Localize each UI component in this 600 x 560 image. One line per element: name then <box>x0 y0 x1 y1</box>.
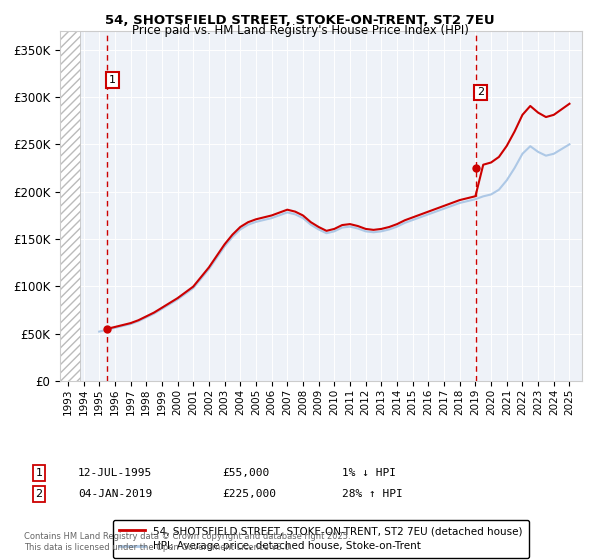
Text: Contains HM Land Registry data © Crown copyright and database right 2025.
This d: Contains HM Land Registry data © Crown c… <box>24 532 350 552</box>
Text: Price paid vs. HM Land Registry's House Price Index (HPI): Price paid vs. HM Land Registry's House … <box>131 24 469 37</box>
Bar <box>60 31 80 381</box>
Text: 04-JAN-2019: 04-JAN-2019 <box>78 489 152 499</box>
Text: £225,000: £225,000 <box>222 489 276 499</box>
Text: 12-JUL-1995: 12-JUL-1995 <box>78 468 152 478</box>
Text: 2: 2 <box>477 87 484 97</box>
Text: 28% ↑ HPI: 28% ↑ HPI <box>342 489 403 499</box>
Legend: 54, SHOTSFIELD STREET, STOKE-ON-TRENT, ST2 7EU (detached house), HPI: Average pr: 54, SHOTSFIELD STREET, STOKE-ON-TRENT, S… <box>113 520 529 558</box>
Text: 1% ↓ HPI: 1% ↓ HPI <box>342 468 396 478</box>
Text: 1: 1 <box>109 75 116 85</box>
Text: 1: 1 <box>35 468 43 478</box>
Text: 54, SHOTSFIELD STREET, STOKE-ON-TRENT, ST2 7EU: 54, SHOTSFIELD STREET, STOKE-ON-TRENT, S… <box>105 14 495 27</box>
Text: 2: 2 <box>35 489 43 499</box>
Text: £55,000: £55,000 <box>222 468 269 478</box>
